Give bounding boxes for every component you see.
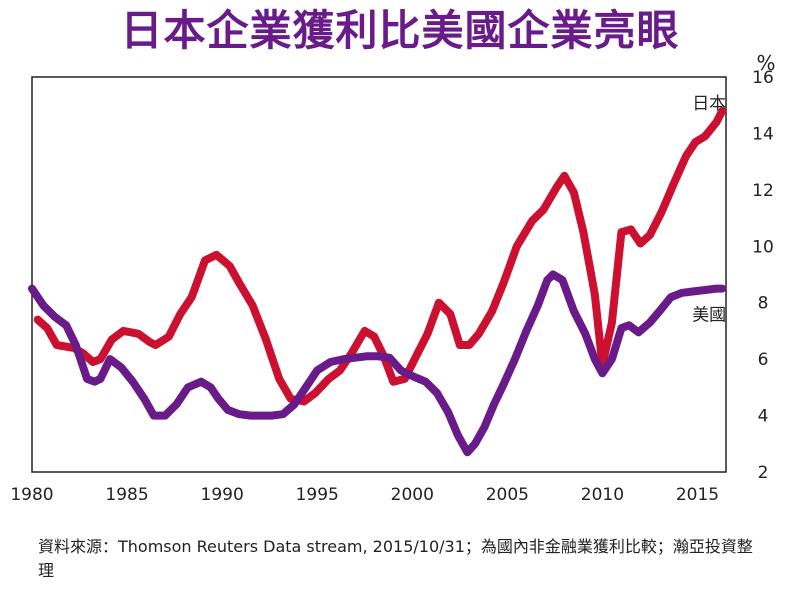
x-tick-label: 2000 (391, 485, 434, 505)
x-tick-label: 1990 (201, 485, 244, 505)
y-tick-label: 14 (752, 124, 774, 144)
x-tick-label: 2010 (581, 485, 624, 505)
series-label: 美國 (692, 306, 726, 326)
y-axis-unit: % (756, 51, 775, 75)
y-axis-ticks: 2 4 6 8 10 12 14 16 (752, 68, 774, 483)
y-tick-label: 12 (752, 181, 774, 201)
y-tick-label: 16 (752, 68, 774, 88)
x-tick-label: 2005 (486, 485, 529, 505)
series-lines (28, 106, 727, 457)
y-tick-label: 6 (758, 350, 769, 370)
y-tick-label: 4 (758, 407, 769, 427)
y-tick-label: 10 (752, 237, 774, 257)
x-tick-label: 1985 (105, 485, 148, 505)
series-line-0 (33, 106, 727, 406)
series-line-1 (28, 270, 727, 457)
x-tick-label: 2015 (676, 485, 719, 505)
plot-area-frame (31, 76, 727, 473)
x-tick-label: 1995 (296, 485, 339, 505)
source-note: 資料來源：Thomson Reuters Data stream, 2015/1… (38, 537, 753, 580)
x-axis-ticks: 1980 1985 1990 1995 2000 2005 2010 2015 (10, 485, 719, 505)
y-tick-label: 8 (758, 294, 769, 314)
series-label: 日本 (692, 94, 726, 114)
x-tick-label: 1980 (10, 485, 53, 505)
chart-title: 日本企業獲利比美國企業亮眼 (120, 6, 680, 55)
y-tick-label: 2 (758, 463, 769, 483)
